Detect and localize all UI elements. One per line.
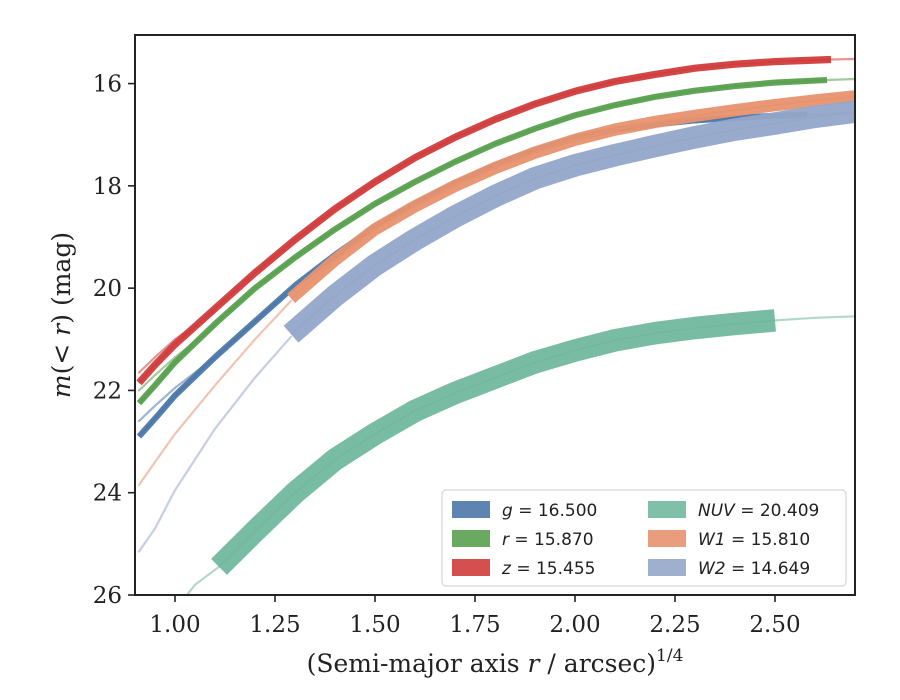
legend-label: g = 16.500 [502, 501, 597, 521]
series-w1-line [290, 95, 855, 300]
legend-swatch [452, 530, 490, 547]
x-tick-label: 1.50 [349, 612, 400, 638]
series-layer [136, 55, 855, 595]
series-w1 [137, 90, 855, 487]
x-axis: 1.00 1.25 1.50 1.75 2.00 2.25 2.50 [149, 595, 801, 638]
series-w1-faint-line [137, 299, 293, 487]
legend-label: NUV = 20.409 [698, 501, 819, 521]
legend-item-r: r = 15.870 [452, 530, 594, 550]
legend-swatch [452, 501, 490, 518]
series-nuv [185, 309, 855, 595]
y-tick-label: 24 [93, 481, 122, 507]
y-tick-label: 22 [93, 378, 122, 404]
legend-swatch [648, 530, 686, 547]
legend-label: z = 15.455 [501, 559, 595, 579]
series-r-line [138, 79, 828, 404]
legend-swatch [648, 501, 686, 518]
x-tick-label: 2.25 [649, 612, 700, 638]
legend-frame [441, 489, 847, 587]
series-nuv-line [218, 319, 776, 568]
x-tick-label: 2.50 [749, 612, 800, 638]
legend-swatch [452, 559, 490, 576]
x-axis-label: (Semi-major axis r / arcsec)1/4 [307, 646, 684, 678]
y-axis: 16 18 20 22 24 26 [93, 72, 135, 609]
x-tick-label: 1.25 [249, 612, 300, 638]
series-nuv-tail-line [773, 315, 855, 322]
series-w2-line [290, 110, 855, 335]
plot-frame [134, 34, 856, 596]
legend-item-nuv: NUV = 20.409 [648, 501, 819, 521]
legend-label: W2 = 14.649 [698, 559, 810, 579]
y-tick-label: 20 [93, 276, 122, 302]
x-tick-label: 1.00 [149, 612, 200, 638]
legend-label: r = 15.870 [502, 530, 594, 550]
series-w2 [137, 100, 855, 553]
legend-item-z: z = 15.455 [452, 559, 595, 579]
series-z-line [138, 58, 832, 384]
y-tick-label: 16 [93, 72, 122, 98]
series-nuv-faint-line [185, 565, 221, 595]
series-w2-faint-line [137, 335, 293, 553]
series-r [136, 76, 855, 406]
series-z-tail-line [829, 57, 855, 61]
legend-item-g: g = 16.500 [452, 501, 597, 521]
legend-label: W1 = 15.810 [698, 530, 810, 550]
y-tick-label: 18 [93, 174, 122, 200]
legend-item-w1: W1 = 15.810 [648, 530, 810, 550]
x-tick-label: 1.75 [449, 612, 500, 638]
legend-swatch [648, 559, 686, 576]
y-tick-label: 26 [93, 583, 122, 609]
legend: g = 16.500 r = 15.870 z = 15.455 NUV = 20.4… [441, 489, 847, 587]
series-r-tail-line [825, 77, 855, 82]
legend-item-w2: W2 = 14.649 [648, 559, 810, 579]
series-z [136, 55, 855, 386]
x-tick-label: 2.00 [549, 612, 600, 638]
y-axis-label: m(< r) (mag) [47, 232, 76, 398]
